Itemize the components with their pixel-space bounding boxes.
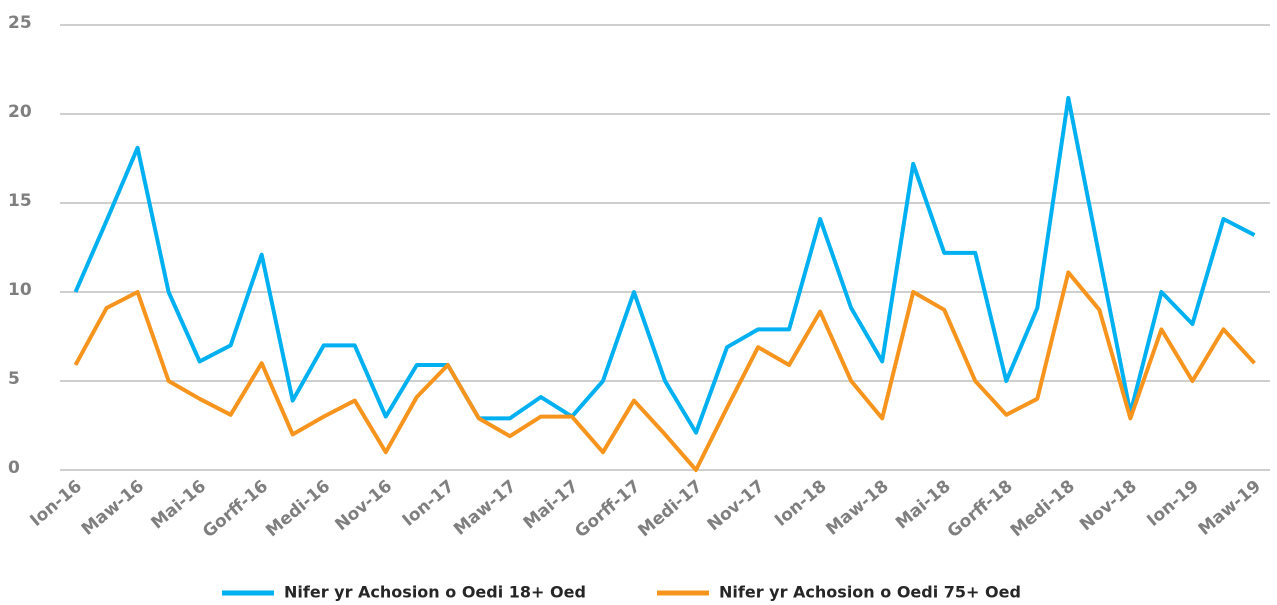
y-tick-label: 0 — [8, 458, 20, 478]
x-tick-label: Maw-19 — [1195, 476, 1265, 539]
x-tick-label: Ion-17 — [399, 476, 458, 530]
legend-label: Nifer yr Achosion o Oedi 18+ Oed — [284, 583, 586, 602]
x-tick-label: Maw-16 — [78, 476, 148, 539]
x-tick-label: Ion-18 — [771, 476, 830, 530]
x-tick-label: Gorff-18 — [944, 476, 1017, 542]
y-tick-label: 25 — [8, 13, 32, 33]
y-tick-label: 20 — [8, 102, 32, 122]
x-tick-label: Ion-16 — [26, 476, 85, 530]
x-tick-label: Nov-18 — [1076, 476, 1141, 535]
x-tick-label: Medi-16 — [262, 476, 334, 541]
legend-label: Nifer yr Achosion o Oedi 75+ Oed — [719, 583, 1021, 602]
x-tick-label: Gorff-17 — [571, 476, 644, 542]
x-tick-label: Medi-18 — [1007, 476, 1079, 541]
y-tick-label: 10 — [8, 280, 32, 300]
y-tick-label: 15 — [8, 191, 32, 211]
x-tick-label: Nov-17 — [704, 476, 769, 535]
line-series — [73, 95, 1256, 435]
x-tick-label: Maw-17 — [450, 476, 520, 539]
x-tick-label: Ion-19 — [1143, 476, 1202, 530]
x-tick-label: Medi-17 — [634, 476, 706, 541]
line-series — [73, 270, 1256, 472]
x-tick-label: Nov-16 — [331, 476, 396, 535]
x-tick-label: Maw-18 — [822, 476, 892, 539]
x-tick-label: Gorff-16 — [199, 476, 272, 542]
y-tick-label: 5 — [8, 369, 20, 389]
